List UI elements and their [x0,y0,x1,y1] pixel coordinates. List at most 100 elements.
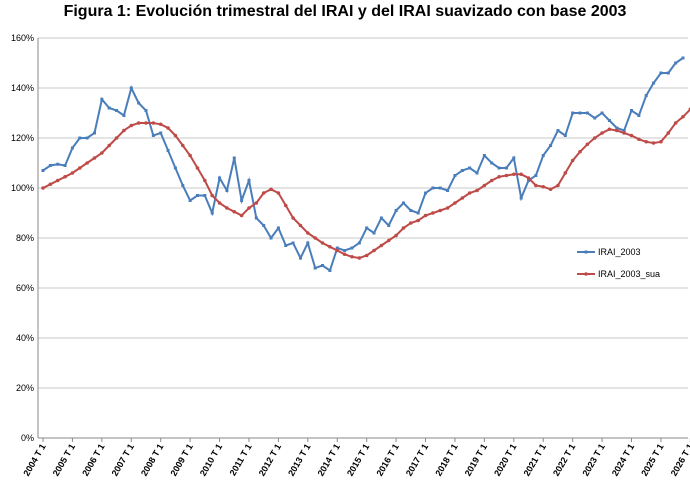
data-point [512,156,516,160]
data-point [519,172,523,177]
x-tick-label: 2023 T 1 [580,442,606,478]
data-point [490,161,494,165]
data-point [144,109,148,112]
data-point [379,216,383,220]
data-point [225,206,229,210]
data-point [512,172,516,177]
data-point [548,187,553,192]
data-point [276,226,280,230]
data-point [534,183,538,188]
data-point [600,111,604,115]
data-point [681,114,685,119]
y-tick-label: 40% [16,333,34,343]
data-point [578,149,582,154]
data-point [41,169,45,172]
data-point [357,256,362,260]
data-point [151,121,156,125]
data-point [416,211,420,215]
data-point [438,186,442,190]
y-tick-label: 100% [11,183,34,193]
data-point [467,191,472,195]
x-tick-label: 2015 T 1 [345,442,371,478]
data-point [262,224,266,227]
x-tick-label: 2010 T 1 [198,442,224,478]
data-point [240,199,244,202]
data-point [387,224,391,227]
data-point [195,166,200,170]
x-tick-label: 2022 T 1 [551,442,577,478]
data-point [674,61,678,65]
data-point [423,213,428,218]
data-point [497,166,501,170]
data-point [166,149,170,152]
data-point [519,196,523,200]
data-point [188,153,192,158]
data-point [659,71,663,75]
data-point [497,174,501,179]
data-point [666,71,670,75]
y-tick-label: 160% [11,33,34,43]
legend: IRAI_2003 IRAI_2003_sua [577,247,660,279]
data-point [48,182,53,187]
data-point [254,216,258,220]
data-point [122,128,126,133]
data-point [136,121,141,125]
data-point [504,173,509,178]
data-point [269,236,273,240]
y-tick-label: 60% [16,283,34,293]
data-point [556,183,560,188]
data-point [637,114,641,117]
data-point [217,201,222,205]
data-point [460,196,465,200]
data-point [70,146,74,150]
data-point [644,139,649,144]
x-tick-label: 2013 T 1 [286,442,312,478]
data-point [570,158,575,163]
data-point [549,144,553,147]
x-tick-label: 2021 T 1 [522,442,548,478]
data-point [261,191,266,195]
data-point [563,134,567,137]
data-point [475,188,479,193]
data-point [482,183,487,188]
data-point [129,86,133,90]
data-point [137,101,141,105]
data-point [600,131,604,135]
data-point [210,211,214,215]
data-point [107,143,112,148]
data-point [431,186,435,190]
data-point [247,179,251,182]
data-point [306,231,310,235]
data-point [637,137,641,142]
data-point [78,136,82,140]
data-point [673,121,678,125]
data-point [100,97,104,101]
y-tick-label: 120% [11,133,34,143]
data-point [298,223,303,228]
data-point [181,184,185,187]
data-point [526,176,531,180]
data-point [70,171,75,175]
data-point [453,201,457,205]
data-point [283,203,288,208]
data-point [445,206,450,210]
data-point [409,221,413,225]
x-tick-label: 2018 T 1 [433,442,459,478]
y-tick-label: 20% [16,383,34,393]
data-point [541,154,545,157]
data-point [328,269,332,272]
data-point [350,246,354,250]
data-point [55,178,60,183]
data-point [210,193,214,198]
data-point [622,131,626,135]
x-tick-label: 2019 T 1 [463,442,489,478]
data-point [144,121,148,125]
data-point [159,131,163,135]
data-point [328,244,332,249]
data-point [291,241,295,245]
data-point [401,226,406,230]
data-point [379,243,384,248]
data-point [321,264,325,267]
data-point [291,216,295,220]
x-tick-label: 2024 T 1 [610,442,636,478]
